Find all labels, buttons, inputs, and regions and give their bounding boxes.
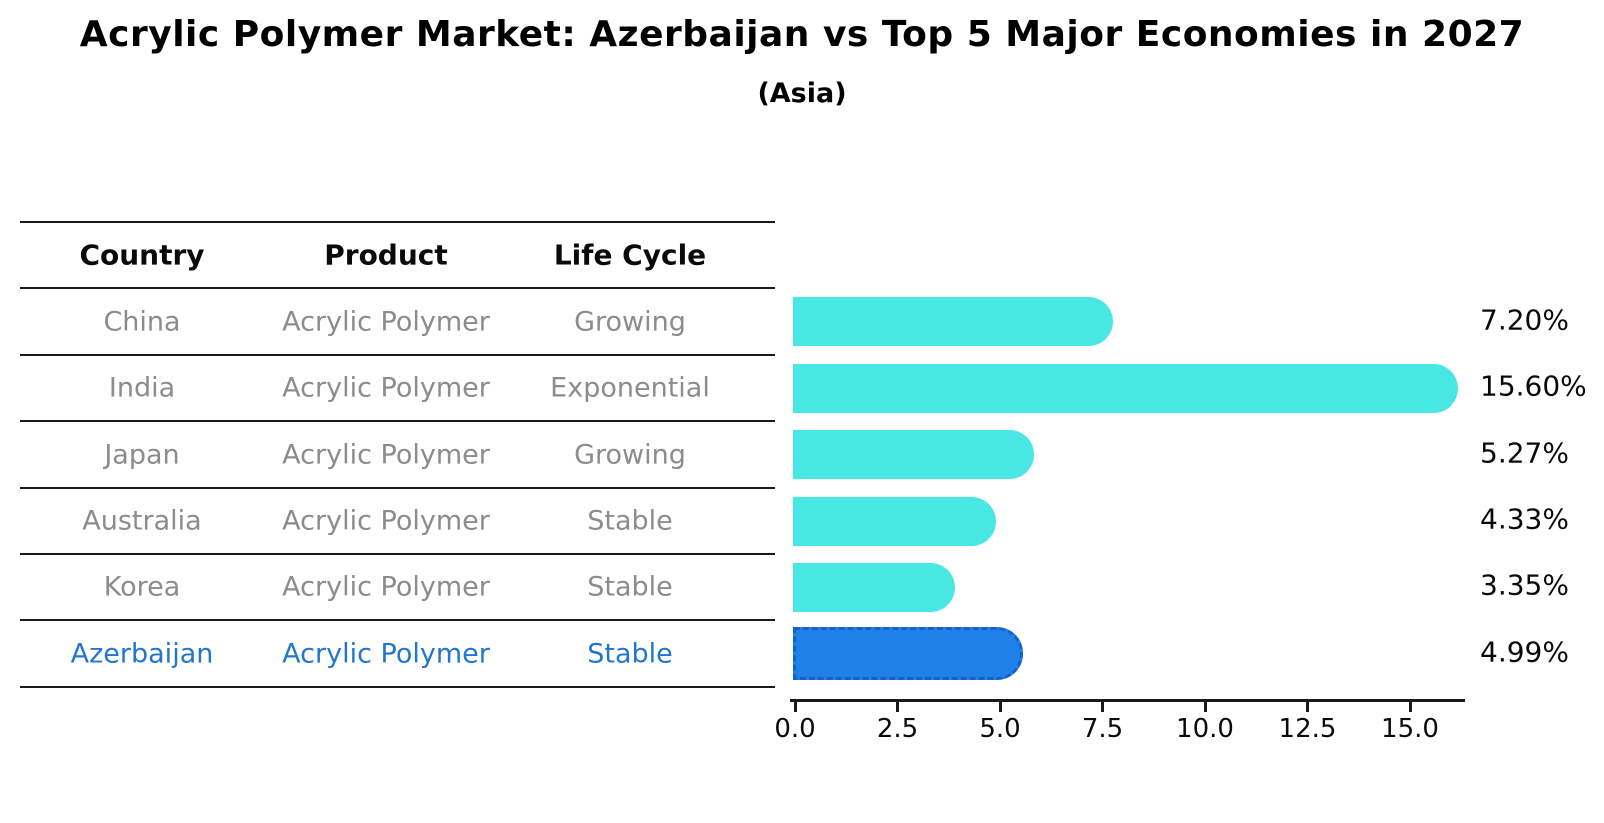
cell-country: Azerbaijan <box>70 638 214 669</box>
bar-value-label: 7.20% <box>1480 303 1569 336</box>
x-axis-line <box>790 699 1465 702</box>
cell-product: Acrylic Polymer <box>282 439 490 470</box>
bar-india <box>793 363 1458 413</box>
cell-life-cycle: Stable <box>587 638 673 669</box>
table-row-divider <box>20 686 775 688</box>
x-tick-mark <box>1203 701 1207 712</box>
column-header-product: Product <box>324 238 448 272</box>
table-row-divider <box>20 553 775 555</box>
column-header-life-cycle: Life Cycle <box>553 238 707 272</box>
bar-japan <box>793 430 1035 479</box>
cell-product: Acrylic Polymer <box>282 372 490 404</box>
x-tick-label: 5.0 <box>979 714 1021 744</box>
x-tick-mark <box>793 701 797 712</box>
cell-country: Japan <box>104 439 180 470</box>
cell-life-cycle: Stable <box>587 505 673 537</box>
bar-korea <box>793 562 956 612</box>
chart-subtitle: (Asia) <box>757 78 847 109</box>
chart-title: Acrylic Polymer Market: Azerbaijan vs To… <box>79 14 1525 55</box>
x-tick-mark <box>998 701 1002 712</box>
cell-life-cycle: Growing <box>574 306 686 337</box>
bar-value-label: 4.33% <box>1480 502 1569 536</box>
x-tick-label: 10.0 <box>1176 714 1234 744</box>
x-tick-mark <box>896 701 899 712</box>
bar-value-label: 5.27% <box>1480 436 1569 469</box>
table-row-divider <box>20 619 775 621</box>
cell-life-cycle: Growing <box>574 439 686 470</box>
x-tick-label: 12.5 <box>1278 714 1337 744</box>
cell-life-cycle: Exponential <box>550 372 710 404</box>
cell-country: Korea <box>103 571 181 603</box>
table-row-divider <box>20 221 775 223</box>
bar-australia <box>793 496 996 546</box>
bar-azerbaijan <box>793 627 1023 680</box>
x-tick-label: 2.5 <box>876 714 919 744</box>
x-tick-label: 7.5 <box>1081 714 1124 744</box>
cell-life-cycle: Stable <box>587 571 673 603</box>
bar-value-label: 4.99% <box>1480 635 1569 668</box>
x-tick-mark <box>1306 701 1309 712</box>
cell-country: China <box>103 306 181 337</box>
cell-product: Acrylic Polymer <box>282 571 490 603</box>
cell-country: India <box>108 372 176 404</box>
column-header-country: Country <box>79 238 205 272</box>
bar-value-label: 15.60% <box>1480 369 1587 403</box>
x-tick-label: 15.0 <box>1381 714 1439 744</box>
cell-product: Acrylic Polymer <box>282 505 490 537</box>
table-row-divider <box>20 420 775 422</box>
cell-product: Acrylic Polymer <box>282 638 490 669</box>
bar-value-label: 3.35% <box>1480 568 1569 602</box>
cell-product: Acrylic Polymer <box>282 306 490 337</box>
x-tick-label: 0.0 <box>774 714 816 744</box>
table-row-divider <box>20 487 775 489</box>
table-row-divider <box>20 287 775 289</box>
cell-country: Australia <box>82 505 202 537</box>
bar-china <box>793 297 1114 346</box>
x-tick-mark <box>1101 701 1104 712</box>
table-row-divider <box>20 354 775 356</box>
x-tick-mark <box>1408 701 1412 712</box>
